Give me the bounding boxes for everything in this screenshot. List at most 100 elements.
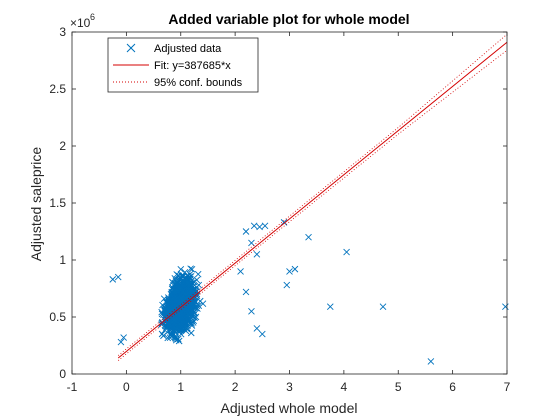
data-point <box>193 276 201 284</box>
data-point-outlier <box>261 222 269 230</box>
data-point <box>182 327 190 335</box>
x-axis-ticks: -1 0 1 2 3 4 5 6 7 <box>67 32 511 394</box>
y-axis-ticks: 0 0.5 1 1.5 2 2.5 3 <box>49 25 507 381</box>
data-point <box>177 291 185 298</box>
x-tick-label: 0 <box>123 380 130 394</box>
x-tick-label: 1 <box>177 380 184 394</box>
data-point <box>175 287 182 295</box>
legend-label-data: Adjusted data <box>154 43 222 55</box>
data-point <box>188 265 196 273</box>
data-point <box>193 302 201 310</box>
data-point-outlier <box>253 325 261 332</box>
data-point-outlier <box>258 330 266 338</box>
data-point-outlier <box>305 233 312 241</box>
legend-marker-data <box>126 43 136 53</box>
data-point-outlier <box>343 248 350 256</box>
y-multiplier-exponent: 6 <box>90 12 95 22</box>
y-axis-multiplier: ×10 6 <box>70 12 95 30</box>
legend-label-fit: Fit: y=387685*x <box>154 60 231 72</box>
data-point <box>169 278 176 286</box>
data-point-outlier <box>120 334 127 341</box>
data-point <box>160 311 167 318</box>
data-point <box>181 323 188 330</box>
chart-title: Added variable plot for whole model <box>168 11 409 27</box>
x-tick-label: -1 <box>67 380 78 394</box>
x-tick-label: 2 <box>232 380 239 394</box>
x-tick-label: 5 <box>395 380 402 394</box>
data-point <box>165 300 173 307</box>
data-point <box>180 276 187 284</box>
data-point-outlier <box>253 250 261 258</box>
data-point-outlier <box>250 222 258 230</box>
confidence-bounds-layer <box>117 33 508 361</box>
data-point-outlier <box>242 288 250 296</box>
confidence-bound-upper <box>117 33 508 356</box>
data-point <box>178 272 186 280</box>
data-point-outlier <box>117 338 125 346</box>
data-point-outlier <box>286 268 293 275</box>
y-multiplier-base: ×10 <box>70 16 91 30</box>
x-tick-label: 3 <box>286 380 293 394</box>
data-point-outlier <box>326 303 334 311</box>
y-tick-label: 1 <box>59 253 66 267</box>
data-point <box>172 325 180 332</box>
data-point <box>187 278 195 285</box>
data-point <box>165 322 173 330</box>
data-point <box>174 315 182 323</box>
legend: Adjusted data Fit: y=387685*x 95% conf. … <box>107 37 259 93</box>
data-point <box>199 300 207 308</box>
data-point-outlier <box>248 239 255 247</box>
data-point-outlier <box>379 303 387 311</box>
x-tick-label: 4 <box>341 380 348 394</box>
data-point <box>169 288 176 296</box>
y-tick-label: 1.5 <box>49 196 66 210</box>
data-point <box>186 273 193 281</box>
y-tick-label: 0.5 <box>49 310 66 324</box>
data-point-outlier <box>248 307 255 315</box>
data-point <box>190 286 198 294</box>
data-point <box>169 297 177 304</box>
data-point <box>171 274 179 282</box>
data-point-outlier <box>242 228 250 235</box>
data-point <box>158 321 165 328</box>
fit-line <box>117 41 508 359</box>
data-point <box>172 335 180 343</box>
x-tick-label: 7 <box>504 380 511 394</box>
data-point <box>190 309 197 316</box>
y-tick-label: 2 <box>59 139 66 153</box>
confidence-bound-lower <box>117 49 508 361</box>
data-point-outlier <box>237 268 244 275</box>
data-point-outlier <box>427 358 435 365</box>
data-point <box>158 330 166 338</box>
data-point <box>180 286 188 294</box>
data-point-outlier <box>256 223 263 231</box>
data-point <box>172 336 180 344</box>
data-point <box>184 280 192 287</box>
data-point <box>168 322 175 329</box>
data-point <box>177 265 185 273</box>
data-point-outlier <box>291 265 299 273</box>
data-point <box>172 303 179 311</box>
data-point <box>174 314 181 322</box>
y-axis-label: Adjusted saleprice <box>28 147 44 262</box>
y-tick-label: 3 <box>59 25 66 39</box>
fit-line-layer <box>117 41 508 359</box>
y-tick-label: 2.5 <box>49 82 66 96</box>
data-point <box>187 303 194 311</box>
data-point <box>173 271 181 278</box>
data-point <box>186 271 194 278</box>
data-point-outlier <box>283 281 291 289</box>
data-point <box>163 305 171 312</box>
data-point <box>192 313 200 321</box>
data-point <box>174 335 182 343</box>
data-point <box>166 306 174 314</box>
x-tick-label: 6 <box>449 380 456 394</box>
y-tick-label: 0 <box>59 367 66 381</box>
legend-label-bounds: 95% conf. bounds <box>154 77 243 89</box>
data-point <box>187 265 194 273</box>
x-axis-label: Adjusted whole model <box>221 400 358 416</box>
data-point-outlier <box>114 273 122 281</box>
data-point-outlier <box>109 276 117 283</box>
data-point <box>194 270 202 278</box>
